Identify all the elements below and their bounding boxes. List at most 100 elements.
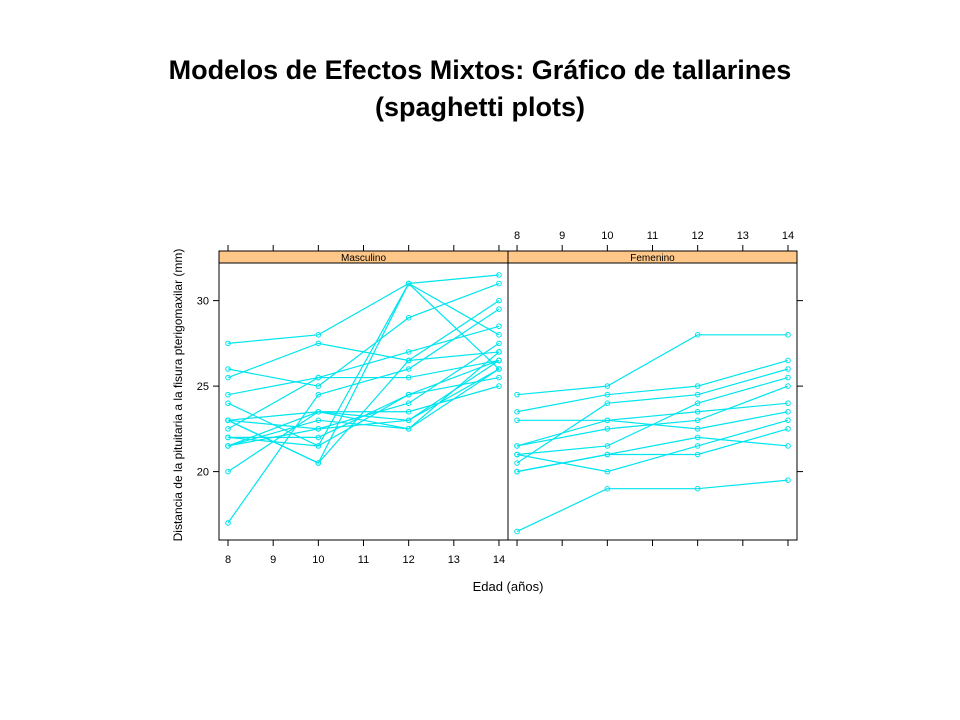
x-tick-label: 13 bbox=[737, 230, 749, 242]
data-point bbox=[785, 374, 791, 381]
y-tick-label: 30 bbox=[197, 296, 209, 308]
x-axis-label: Edad (años) bbox=[473, 579, 544, 594]
data-point bbox=[315, 460, 322, 466]
x-tick-label: 14 bbox=[493, 554, 505, 566]
data-point bbox=[694, 408, 701, 415]
data-point bbox=[694, 417, 701, 424]
data-point bbox=[225, 468, 231, 475]
y-tick-label: 20 bbox=[197, 467, 209, 479]
data-point bbox=[785, 408, 791, 415]
data-point bbox=[514, 417, 520, 424]
series-line bbox=[227, 342, 500, 379]
x-tick-label: 12 bbox=[403, 554, 415, 566]
data-point bbox=[604, 485, 611, 492]
data-point bbox=[496, 297, 502, 304]
x-tick-label: 13 bbox=[448, 554, 460, 566]
data-point bbox=[225, 366, 231, 372]
data-point bbox=[225, 340, 231, 347]
data-point bbox=[225, 520, 231, 526]
series-line bbox=[227, 359, 500, 447]
data-point bbox=[496, 306, 502, 312]
data-point bbox=[405, 417, 412, 424]
data-point bbox=[496, 349, 502, 355]
data-point bbox=[315, 426, 322, 432]
data-point bbox=[785, 477, 791, 483]
data-point bbox=[496, 272, 502, 278]
series-line bbox=[227, 359, 500, 430]
slide-title-line2: (spaghetti plots) bbox=[375, 92, 585, 122]
slide-title-line1: Modelos de Efectos Mixtos: Gráfico de ta… bbox=[168, 55, 792, 85]
series-line bbox=[227, 282, 500, 464]
data-point bbox=[785, 366, 791, 372]
panels-group: Masculino 8 9 10 11 12 13 14 Femenino 8 9 10 11 12 13 1… bbox=[197, 230, 803, 566]
data-point bbox=[604, 391, 611, 398]
data-point bbox=[315, 408, 322, 415]
panel-femenino: Femenino 8 9 10 11 12 13 14 bbox=[507, 230, 798, 546]
panel-frame bbox=[218, 262, 509, 541]
data-point bbox=[405, 314, 412, 321]
data-point bbox=[514, 408, 520, 415]
data-point bbox=[496, 357, 502, 364]
x-tick-label: 11 bbox=[647, 230, 658, 242]
data-point bbox=[514, 451, 520, 458]
x-tick-label: 9 bbox=[270, 554, 276, 566]
data-point bbox=[785, 332, 791, 338]
data-point bbox=[405, 366, 412, 372]
series-line bbox=[227, 308, 500, 524]
data-point bbox=[405, 349, 412, 355]
x-tick-label: 10 bbox=[312, 554, 324, 566]
data-point bbox=[694, 332, 701, 338]
data-point bbox=[315, 374, 322, 381]
data-point bbox=[315, 332, 322, 338]
data-point bbox=[315, 443, 322, 449]
data-point bbox=[496, 374, 502, 381]
data-point bbox=[225, 434, 231, 441]
x-tick-label: 12 bbox=[692, 230, 704, 242]
series-line bbox=[227, 274, 500, 344]
data-point bbox=[315, 340, 322, 347]
data-point bbox=[604, 443, 611, 449]
data-point bbox=[514, 460, 520, 466]
data-point bbox=[785, 443, 791, 449]
data-point bbox=[694, 443, 701, 449]
data-point bbox=[315, 417, 322, 424]
y-axis-label: Distancia de la pituitaria a la fisura p… bbox=[171, 249, 185, 542]
data-point bbox=[785, 383, 791, 389]
data-point bbox=[604, 417, 611, 424]
x-tick-label: 10 bbox=[601, 230, 613, 242]
data-point bbox=[496, 383, 502, 389]
data-point bbox=[694, 391, 701, 398]
data-point bbox=[604, 468, 611, 475]
data-point bbox=[604, 451, 611, 458]
series-line bbox=[516, 385, 789, 447]
series-line bbox=[516, 479, 789, 532]
data-point bbox=[496, 332, 502, 338]
data-point bbox=[785, 417, 791, 424]
data-point bbox=[694, 434, 701, 441]
y-tick-label: 25 bbox=[197, 381, 209, 393]
x-tick-label: 14 bbox=[782, 230, 794, 242]
data-point bbox=[514, 468, 520, 475]
series-line bbox=[227, 300, 500, 464]
data-point bbox=[514, 528, 520, 535]
data-point bbox=[315, 391, 322, 398]
data-point bbox=[514, 391, 520, 398]
data-point bbox=[496, 366, 502, 372]
series-line bbox=[227, 368, 500, 473]
series-line bbox=[227, 282, 500, 447]
data-point bbox=[225, 443, 231, 449]
data-point bbox=[405, 400, 412, 407]
x-tick-label: 9 bbox=[559, 230, 565, 242]
data-point bbox=[496, 340, 502, 347]
data-point bbox=[604, 383, 611, 389]
panel-masculino: Masculino 8 9 10 11 12 13 14 bbox=[218, 245, 509, 566]
panel-frame bbox=[507, 262, 798, 541]
data-point bbox=[694, 485, 701, 492]
x-tick-label: 8 bbox=[514, 230, 520, 242]
series-line bbox=[516, 334, 788, 396]
panel-strip-label: Masculino bbox=[341, 253, 386, 264]
data-point bbox=[315, 434, 322, 441]
data-point bbox=[694, 400, 701, 407]
data-point bbox=[496, 280, 502, 287]
data-point bbox=[225, 426, 231, 432]
